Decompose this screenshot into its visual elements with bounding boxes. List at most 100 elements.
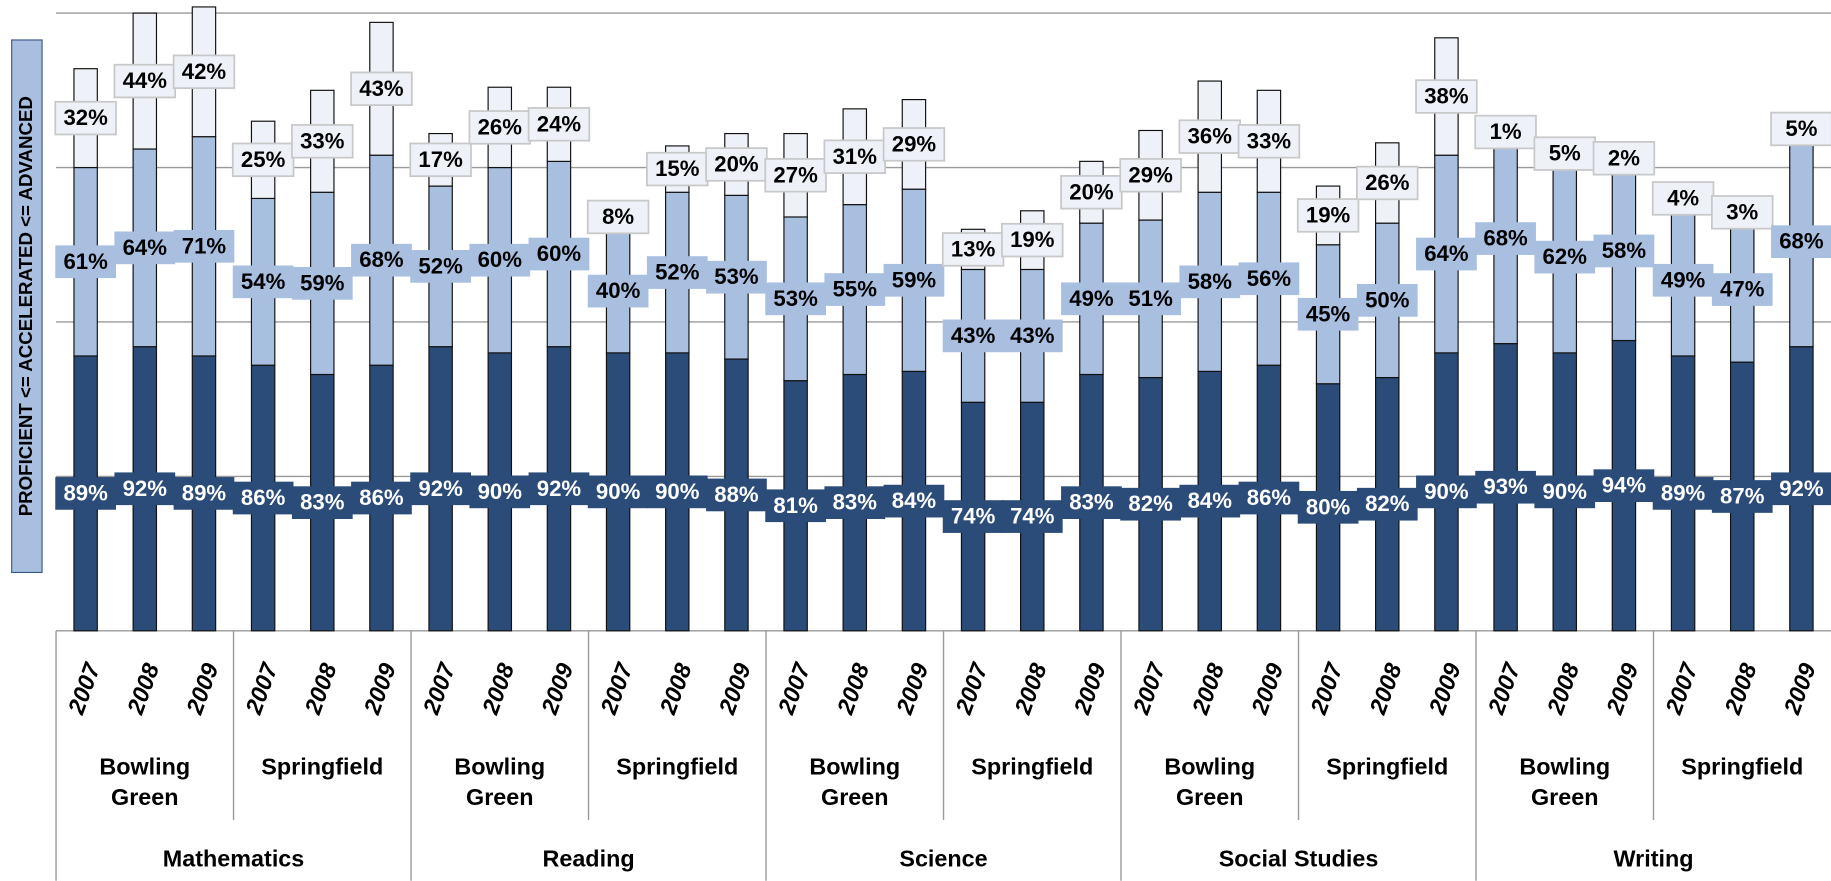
data-label-text: 68% <box>1483 226 1528 251</box>
subject-label: Science <box>899 847 987 873</box>
district-label-text: Springfield <box>261 754 384 781</box>
data-label: 83% <box>824 486 886 520</box>
data-label: 87% <box>1711 480 1773 513</box>
data-label-text: 2% <box>1608 145 1640 170</box>
data-label-box <box>1238 481 1300 515</box>
data-label: 88% <box>706 478 767 512</box>
district-label-text: Springfield <box>971 754 1094 781</box>
data-label: 24% <box>527 107 591 142</box>
data-label-box <box>824 273 886 306</box>
data-label-box <box>1119 158 1182 193</box>
data-label: 62% <box>1534 240 1596 274</box>
data-label-box <box>410 250 471 283</box>
data-label-text: 92% <box>537 476 582 501</box>
data-label-text: 43% <box>951 323 996 348</box>
data-label-text: 92% <box>1779 476 1824 501</box>
data-label: 59% <box>291 267 353 300</box>
data-label-text: 13% <box>951 236 996 261</box>
district-label-text: Bowling Green <box>809 754 901 811</box>
data-label-text: 3% <box>1726 199 1758 224</box>
data-label-text: 80% <box>1306 494 1351 519</box>
data-label-text: 84% <box>892 488 937 513</box>
data-label-text: 20% <box>1069 179 1114 204</box>
data-label-box <box>1001 500 1063 533</box>
data-label-box <box>882 127 946 162</box>
district-label: Springfield <box>1681 754 1804 781</box>
district-label-text: Bowling Green <box>99 754 191 811</box>
data-label-box <box>1711 195 1774 230</box>
data-label-text: 47% <box>1720 277 1765 302</box>
data-label-text: 51% <box>1128 286 1173 311</box>
district-label: Bowling Green <box>809 754 901 811</box>
data-label: 49% <box>1061 282 1122 316</box>
data-label-box <box>469 475 531 509</box>
data-label-box <box>765 489 826 523</box>
data-label-box <box>1415 79 1478 114</box>
data-label-box <box>1711 480 1773 513</box>
data-label-text: 74% <box>951 504 996 529</box>
data-label-box <box>1475 222 1536 255</box>
data-label-box <box>1652 263 1714 297</box>
data-label: 92% <box>1771 472 1831 506</box>
data-label-box <box>1652 477 1714 510</box>
data-label: 80% <box>1297 490 1359 524</box>
data-label-box <box>646 475 708 509</box>
data-label: 89% <box>173 477 235 510</box>
data-label-text: 94% <box>1602 473 1647 498</box>
data-label-text: 90% <box>596 479 641 504</box>
data-label-text: 82% <box>1365 491 1410 516</box>
x-tick-label: 2008 <box>654 660 697 719</box>
data-label-text: 8% <box>602 204 634 229</box>
data-label-text: 83% <box>300 490 345 515</box>
y-axis-title: PROFICIENT <= ACCELERATED <= ADVANCED <box>15 96 36 516</box>
data-label: 33% <box>291 124 354 159</box>
subject-label-text: Reading <box>542 846 635 873</box>
data-label-box <box>646 151 709 187</box>
data-label: 43% <box>350 71 413 107</box>
data-label-text: 59% <box>300 270 345 295</box>
data-label: 4% <box>1651 181 1715 216</box>
data-label: 84% <box>1179 484 1241 518</box>
data-label-text: 92% <box>123 476 168 501</box>
data-label-text: 15% <box>655 156 700 181</box>
data-label-box <box>1237 124 1301 159</box>
data-label-box <box>114 472 176 506</box>
data-label-text: 89% <box>63 480 108 505</box>
data-label: 90% <box>469 475 531 509</box>
data-label: 82% <box>1120 487 1181 521</box>
district-label-text: Springfield <box>1681 754 1804 781</box>
data-label-text: 5% <box>1785 116 1817 141</box>
data-label: 43% <box>1001 319 1063 353</box>
data-label-box <box>291 486 353 520</box>
subject-label: Writing <box>1613 847 1693 873</box>
data-label-text: 89% <box>1661 480 1706 505</box>
data-label: 2% <box>1592 141 1656 176</box>
data-label-box <box>351 243 412 277</box>
data-label-box <box>1771 472 1831 506</box>
data-label-text: 58% <box>1602 238 1647 263</box>
data-label-text: 83% <box>1069 490 1114 515</box>
data-label-text: 90% <box>1424 479 1469 504</box>
x-tick-label: 2007 <box>1305 659 1348 719</box>
data-label-text: 50% <box>1365 287 1410 312</box>
data-label: 92% <box>410 472 471 506</box>
data-label-text: 40% <box>596 278 641 303</box>
x-tick-label: 2008 <box>832 660 875 719</box>
data-label-box <box>1416 237 1477 271</box>
data-label-box <box>1534 240 1596 274</box>
data-label: 84% <box>883 484 945 518</box>
data-label-box <box>1356 487 1418 521</box>
data-label: 42% <box>172 54 236 90</box>
x-tick-label: 2008 <box>122 660 165 719</box>
data-label: 44% <box>113 63 177 99</box>
data-label-text: 33% <box>1247 128 1292 153</box>
data-label: 36% <box>1178 119 1242 154</box>
data-label: 5% <box>1533 136 1596 171</box>
data-label-text: 52% <box>418 253 463 278</box>
data-label: 33% <box>1237 124 1301 159</box>
data-label-box <box>1474 114 1537 150</box>
data-label: 86% <box>1238 481 1300 515</box>
data-label: 64% <box>1416 237 1477 271</box>
data-label-box <box>1592 141 1656 176</box>
x-tick-label: 2009 <box>1423 660 1466 719</box>
